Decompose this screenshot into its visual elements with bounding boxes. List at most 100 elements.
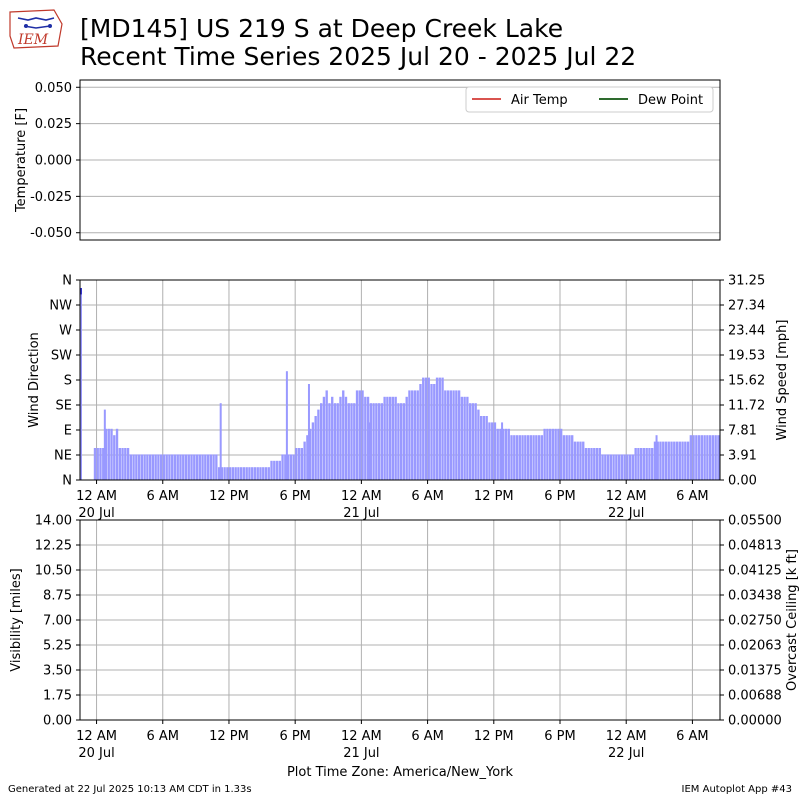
visibility-y-tick-label: 7.00 (43, 614, 72, 629)
wind-speed-bar (118, 448, 121, 480)
ceiling-y-tick-label: 0.02063 (728, 639, 782, 654)
wind-speed-bar (146, 454, 149, 480)
wind-speed-bar (521, 435, 524, 480)
wind-speed-bar (576, 441, 579, 480)
wind-speed-bar (708, 435, 712, 480)
wind-speed-bar (609, 454, 612, 480)
wind-speed-bar (651, 448, 654, 480)
chart-title-line2: Recent Time Series 2025 Jul 20 - 2025 Ju… (80, 42, 637, 71)
wind-speed-bar (706, 435, 709, 480)
ceiling-y-tick-label: 0.02750 (728, 614, 782, 629)
visibility-frame (79, 519, 721, 721)
wind-speed-bar (245, 467, 248, 480)
wind-speed-bar (140, 454, 144, 480)
wind-speed-bar (110, 428, 113, 480)
x-date-label: 21 Jul (343, 746, 379, 761)
wind-speed-bar (328, 403, 331, 480)
wind-speed-bar (184, 454, 188, 480)
wind-speed-bar (681, 441, 684, 480)
wind-speed-bar (493, 422, 497, 480)
wind-speed-bar (342, 390, 345, 480)
wind-speed-bar (171, 454, 174, 480)
visibility-y-tick-label: 1.75 (43, 689, 72, 704)
visibility-x-axis: 12 AM 6 AM 12 PM 6 PM 12 AM 6 AM 12 PM 6 PM 12 A… (76, 720, 709, 761)
wind-speed-bar (631, 454, 635, 480)
x-date-label: 20 Jul (78, 506, 114, 521)
wind-direction-y-tick-label: E (64, 424, 72, 439)
wind-speed-bar (711, 435, 715, 480)
wind-speed-bar (496, 428, 499, 480)
wind-speed-spike (368, 422, 371, 480)
x-tick-label: 12 AM (341, 489, 382, 504)
wind-speed-bar (620, 454, 624, 480)
wind-speed-bar (369, 403, 372, 480)
x-tick-label: 6 AM (676, 489, 709, 504)
wind-speed-bar (413, 390, 417, 480)
temperature-y-tick-label: -0.050 (30, 226, 72, 241)
wind-speed-bar (626, 454, 629, 480)
wind-speed-spike (655, 435, 658, 480)
wind-speed-bar (419, 384, 422, 480)
wind-speed-bar (628, 454, 632, 480)
wind-direction-y-tick-label: N (62, 474, 72, 489)
wind-speed-bar (573, 441, 577, 480)
wind-speed-bar (187, 454, 190, 480)
wind-speed-y-tick-label: 23.44 (728, 324, 765, 339)
wind-speed-bar (135, 454, 138, 480)
x-date-label: 20 Jul (78, 746, 114, 761)
wind-speed-y-tick-label: 7.81 (728, 424, 757, 439)
wind-speed-bar (452, 390, 455, 480)
wind-speed-bar (529, 435, 532, 480)
wind-speed-bar (466, 396, 469, 480)
wind-speed-bar (176, 454, 179, 480)
wind-direction-y-tick-label: N (62, 274, 72, 289)
wind-speed-bar (206, 454, 210, 480)
wind-speed-bar (248, 467, 251, 480)
x-tick-label: 6 PM (544, 729, 575, 744)
wind-speed-bar (504, 428, 508, 480)
wind-speed-bar (430, 384, 433, 480)
x-tick-label: 12 AM (606, 729, 647, 744)
wind-x-axis: 12 AM 6 AM 12 PM 6 PM 12 AM 6 AM 12 PM 6 PM 12 A… (76, 480, 709, 521)
logo-text: IEM (17, 32, 49, 48)
wind-speed-spike (103, 409, 106, 480)
wind-speed-bar (195, 454, 199, 480)
wind-speed-bar (204, 454, 207, 480)
wind-speed-bar (267, 467, 270, 480)
wind-speed-bar (217, 467, 221, 480)
temperature-y-tick-label: 0.050 (35, 81, 72, 96)
x-tick-label: 12 AM (341, 729, 382, 744)
wind-speed-bar (262, 467, 265, 480)
wind-speed-bar (659, 441, 662, 480)
wind-speed-bar (264, 467, 268, 480)
app-credit: IEM Autoplot App #43 (681, 784, 792, 795)
wind-speed-bar (333, 403, 337, 480)
wind-speed-bar (121, 448, 124, 480)
wind-speed-bar (322, 396, 326, 480)
wind-speed-bar (598, 448, 601, 480)
wind-speed-bar (617, 454, 621, 480)
x-tick-label: 12 PM (474, 489, 514, 504)
legend-label-dew-point: Dew Point (638, 93, 703, 108)
wind-speed-bar (703, 435, 706, 480)
wind-speed-bar (173, 454, 177, 480)
wind-speed-bar (306, 435, 309, 480)
wind-speed-bar (480, 416, 483, 480)
x-tick-label: 12 PM (209, 729, 249, 744)
wind-speed-bar (364, 396, 367, 480)
wind-speed-bar (582, 441, 585, 480)
wind-speed-bar (502, 428, 505, 480)
wind-speed-spike (501, 422, 504, 480)
x-date-label: 21 Jul (343, 506, 379, 521)
wind-speed-bar (543, 428, 546, 480)
visibility-y-tick-label: 5.25 (43, 639, 72, 654)
wind-speed-bar (606, 454, 610, 480)
wind-speed-spike (285, 371, 288, 480)
wind-speed-bar (515, 435, 519, 480)
wind-direction-y-tick-label: S (64, 374, 72, 389)
wind-speed-bar (587, 448, 590, 480)
wind-speed-bar (590, 448, 593, 480)
wind-speed-bar (397, 403, 400, 480)
wind-speed-y-label: Wind Speed [mph] (775, 320, 790, 441)
wind-speed-bar (488, 422, 491, 480)
